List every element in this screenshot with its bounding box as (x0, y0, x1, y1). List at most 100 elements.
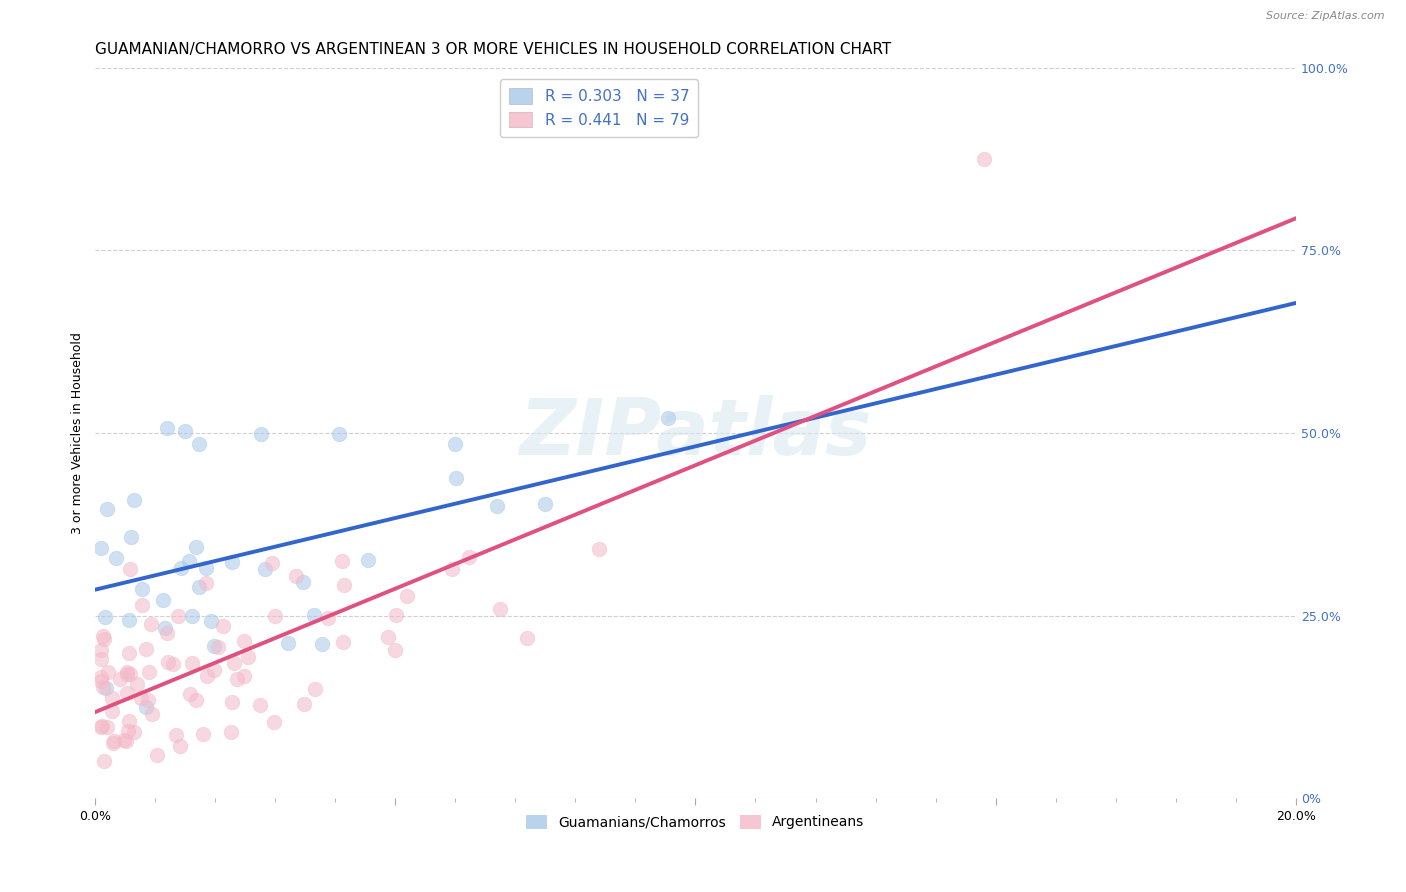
Point (156, 625, 179, 640)
Point (90, 719, 112, 733)
Point (108, 672, 131, 686)
Point (249, 698, 271, 712)
Point (157, 655, 180, 669)
Point (165, 728, 187, 742)
Point (588, 542, 610, 557)
Point (103, 736, 125, 750)
Point (262, 557, 284, 571)
Point (330, 554, 353, 568)
Point (166, 609, 188, 624)
Point (304, 681, 326, 696)
Point (441, 562, 464, 576)
Point (174, 424, 197, 438)
Point (516, 631, 538, 645)
Text: GUAMANIAN/CHAMORRO VS ARGENTINEAN 3 OR MORE VEHICLES IN HOUSEHOLD CORRELATION CH: GUAMANIAN/CHAMORRO VS ARGENTINEAN 3 OR M… (94, 42, 891, 57)
Point (181, 656, 204, 670)
Point (443, 437, 465, 451)
Point (118, 646, 141, 660)
Point (112, 733, 135, 747)
Point (136, 693, 159, 707)
Point (90, 642, 112, 657)
Point (304, 608, 326, 623)
Point (657, 410, 679, 425)
Point (233, 669, 256, 683)
Point (384, 643, 406, 657)
Legend: Guamanians/Chamorros, Argentineans: Guamanians/Chamorros, Argentineans (522, 809, 870, 835)
Point (202, 664, 225, 678)
Point (115, 666, 138, 681)
Point (94, 681, 117, 695)
Point (96, 720, 118, 734)
Point (93, 632, 115, 646)
Point (238, 650, 260, 665)
Point (973, 152, 995, 166)
Point (135, 641, 157, 656)
Point (221, 725, 243, 739)
Point (96, 502, 118, 516)
Point (90, 652, 112, 666)
Point (131, 582, 153, 596)
Point (249, 427, 271, 442)
Point (91, 629, 114, 643)
Point (264, 608, 287, 623)
Point (152, 593, 174, 607)
Point (90, 541, 112, 556)
Point (333, 578, 356, 592)
Y-axis label: 3 or more Vehicles in Household: 3 or more Vehicles in Household (72, 332, 84, 533)
Point (221, 695, 243, 709)
Point (122, 492, 145, 507)
Point (444, 471, 467, 485)
Point (105, 550, 128, 565)
Point (162, 657, 184, 671)
Point (90, 669, 112, 683)
Point (212, 619, 235, 633)
Point (181, 609, 204, 624)
Point (311, 636, 333, 650)
Point (156, 421, 179, 435)
Text: ZIPatlas: ZIPatlas (519, 395, 872, 471)
Point (385, 607, 408, 622)
Point (457, 550, 479, 565)
Point (138, 665, 160, 679)
Point (115, 686, 138, 700)
Point (101, 691, 124, 706)
Point (193, 727, 215, 741)
Point (118, 613, 141, 627)
Point (146, 747, 169, 762)
Point (90, 674, 112, 689)
Text: Source: ZipAtlas.com: Source: ZipAtlas.com (1267, 11, 1385, 21)
Point (328, 426, 350, 441)
Point (170, 561, 193, 575)
Point (221, 555, 243, 569)
Point (127, 676, 149, 690)
Point (117, 665, 139, 679)
Point (332, 635, 354, 649)
Point (153, 621, 176, 635)
Point (135, 699, 157, 714)
Point (197, 669, 219, 683)
Point (117, 723, 139, 738)
Point (396, 589, 419, 603)
Point (141, 706, 163, 721)
Point (129, 691, 152, 706)
Point (277, 636, 299, 650)
Point (120, 530, 142, 544)
Point (202, 639, 225, 653)
Point (179, 554, 201, 568)
Point (194, 561, 217, 575)
Point (118, 667, 141, 681)
Point (93, 754, 115, 768)
Point (91, 680, 114, 694)
Point (254, 562, 277, 576)
Point (97, 665, 120, 679)
Point (489, 602, 512, 616)
Point (131, 598, 153, 612)
Point (534, 497, 557, 511)
Point (222, 656, 245, 670)
Point (195, 575, 218, 590)
Point (139, 617, 162, 632)
Point (292, 574, 315, 589)
Point (122, 724, 145, 739)
Point (263, 714, 285, 729)
Point (103, 733, 125, 747)
